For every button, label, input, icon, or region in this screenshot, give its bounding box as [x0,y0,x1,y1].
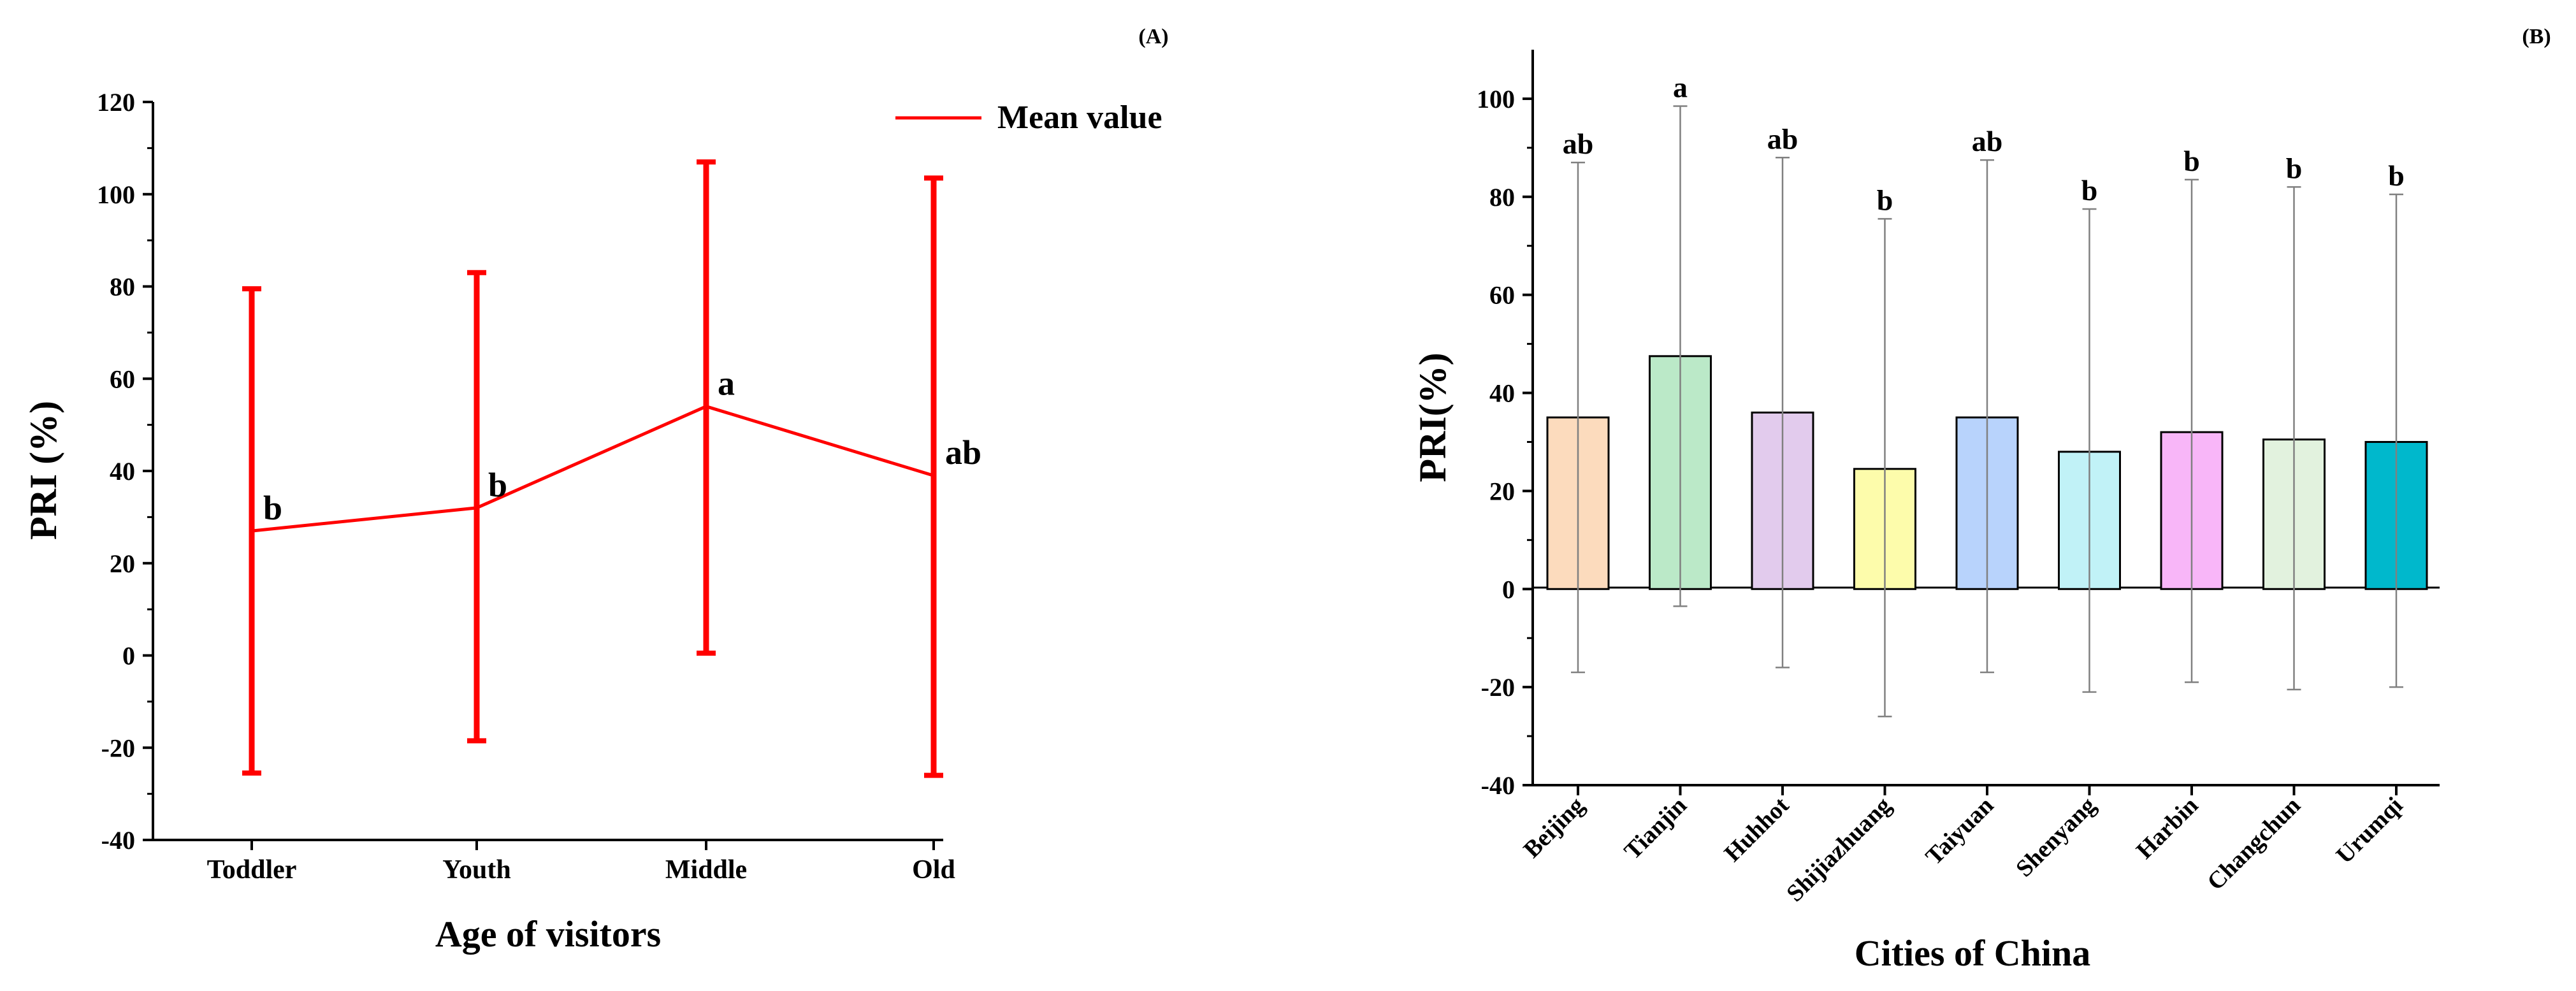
data-point-a [932,474,936,478]
significance-label-b: a [1673,71,1688,103]
panel-label-a: (A) [1138,25,1168,48]
significance-label-a: b [488,466,507,504]
significance-label-b: ab [1563,127,1594,160]
y-tick-label-a: 80 [110,273,135,301]
x-tick-label-a: Middle [665,855,747,885]
y-axis-title-b: PRI(%) [1412,352,1454,482]
x-axis-ticks-a: Toddler Youth Middle Old [207,840,955,885]
x-tick-label-a: Old [912,855,955,885]
x-axis-title-b: Cities of China [1855,932,2091,974]
significance-label-a: a [718,365,735,403]
y-tick-label-a: -40 [101,826,135,855]
y-tick-label-b: 60 [1489,281,1515,310]
y-tick-label-a: -20 [101,734,135,762]
x-tick-label-a: Toddler [207,855,297,885]
y-tick-label-a: 20 [110,549,135,578]
y-axis-ticks-b: -40 -20 0 20 40 60 80 100 [1477,85,1533,800]
data-point-a [250,529,254,533]
significance-label-b: ab [1972,125,2003,157]
significance-label-b: b [2388,159,2405,192]
significance-label-a: b [263,489,282,527]
data-point-a [704,404,708,409]
y-tick-label-a: 120 [97,88,135,117]
y-tick-label-b: 80 [1489,183,1515,212]
y-tick-label-b: 40 [1489,379,1515,408]
y-tick-label-a: 60 [110,365,135,393]
y-tick-label-a: 40 [110,457,135,486]
significance-label-b: b [1877,184,1893,216]
y-axis-ticks-a: -40 -20 0 20 40 60 80 100 120 [97,88,153,855]
plot-area-a: b b a ab [242,159,981,778]
significance-label-b: ab [1767,122,1798,155]
mean-value-line [251,405,934,533]
significance-label-a: ab [945,433,981,472]
y-axis-title-a: PRI (%) [22,401,64,540]
x-tick-label-a: Youth [442,855,510,885]
plot-area-b: ab a ab b ab b b b b [1546,71,2428,718]
y-tick-label-b: -40 [1481,771,1515,800]
significance-label-b: b [2183,145,2200,177]
legend-label-a: Mean value [997,99,1162,136]
panel-label-b: (B) [2522,25,2551,48]
significance-label-b: b [2286,152,2303,184]
y-tick-label-b: -20 [1481,673,1515,702]
y-tick-label-a: 0 [122,642,135,670]
y-tick-label-b: 100 [1477,85,1515,113]
y-tick-label-a: 100 [97,180,135,209]
data-point-a [475,505,479,510]
x-axis-title-a: Age of visitors [435,913,661,955]
y-tick-label-b: 0 [1502,575,1515,604]
chart-panel-a: (A) -40 -20 0 20 40 60 80 100 120 b b a ab Toddler Y… [22,25,1169,955]
y-tick-label-b: 20 [1489,477,1515,505]
significance-label-b: b [2081,174,2098,206]
